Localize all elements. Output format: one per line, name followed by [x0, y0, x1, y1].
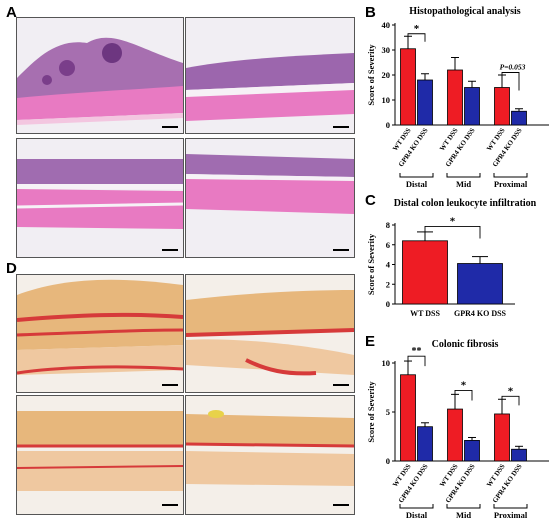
panel-label-d: D [6, 260, 17, 277]
bar [457, 263, 503, 305]
group-bracket [493, 173, 528, 178]
group-label: Distal [406, 179, 428, 189]
y-tick-label: 20 [382, 70, 391, 80]
chart-title: Distal colon leukocyte infiltration [394, 198, 537, 209]
y-tick-label: 0 [386, 120, 390, 130]
significance-bracket [407, 355, 426, 367]
bar [464, 87, 480, 126]
group-label: Mid [456, 510, 471, 520]
bar [447, 69, 463, 126]
group-bracket [399, 504, 434, 509]
y-tick-label: 0 [386, 456, 390, 466]
group-label: Proximal [494, 510, 528, 520]
significance-bracket [501, 395, 520, 406]
y-axis-label: Score of Severity [366, 233, 376, 295]
significance-bracket [454, 389, 473, 401]
scale-bar [162, 504, 178, 506]
leukocyte-chart: Distal colon leukocyte infiltration Score… [366, 198, 537, 318]
bar [511, 110, 527, 126]
significance-label: * [450, 215, 456, 227]
group-label: Proximal [494, 179, 528, 189]
group-label: Distal [406, 510, 428, 520]
panel-label-a: A [6, 4, 17, 21]
bar [417, 79, 433, 126]
bar [494, 87, 510, 126]
y-tick-label: 10 [382, 358, 391, 368]
y-tick-label: 0 [386, 299, 390, 309]
y-tick-label: 4 [386, 260, 391, 270]
bar [464, 440, 480, 462]
significance-label: * [461, 379, 467, 391]
y-tick-label: 30 [382, 45, 391, 55]
scale-bar [333, 249, 349, 251]
significance-label: * [414, 23, 420, 35]
group-bracket [446, 504, 481, 509]
bar [400, 48, 416, 126]
scale-bar [162, 384, 178, 386]
sirius-image-wt-1 [16, 274, 184, 393]
significance-label: * [508, 385, 514, 397]
y-tick-label: 10 [382, 95, 391, 105]
bar [511, 448, 527, 462]
bar [400, 374, 416, 462]
bar [494, 413, 510, 462]
chart-title: Colonic fibrosis [432, 339, 499, 350]
sirius-image-ko-2 [185, 395, 355, 515]
x-tick-label: GPR4 KO DSS [454, 309, 507, 318]
x-tick-label: WT DSS [410, 309, 440, 318]
y-axis-label: Score of Severity [366, 44, 376, 106]
significance-label: ** [412, 346, 422, 357]
y-tick-label: 6 [386, 240, 390, 250]
panel-label-c: C [365, 192, 376, 209]
scale-bar [162, 249, 178, 251]
group-bracket [446, 173, 481, 178]
scale-bar [333, 126, 349, 128]
p-value-label: P=0.053 [500, 63, 526, 72]
scale-bar [333, 384, 349, 386]
group-bracket [493, 504, 528, 509]
group-label: Mid [456, 179, 471, 189]
chart-title: Histopathological analysis [409, 6, 521, 17]
he-image-ko-1 [185, 17, 355, 134]
he-image-wt-1 [16, 17, 184, 134]
sirius-image-wt-2 [16, 395, 184, 515]
y-tick-label: 8 [386, 220, 390, 230]
significance-bracket [407, 33, 426, 42]
significance-bracket [424, 226, 481, 239]
scale-bar [162, 126, 178, 128]
he-image-wt-2 [16, 138, 184, 258]
histopathology-chart: Histopathological analysis Score of Sever… [366, 6, 549, 189]
y-tick-label: 5 [386, 407, 390, 417]
group-bracket [399, 173, 434, 178]
panel-label-e: E [365, 333, 376, 350]
scale-bar [333, 504, 349, 506]
y-tick-label: 2 [386, 279, 390, 289]
bar [417, 426, 433, 462]
y-axis-label: Score of Severity [366, 381, 376, 443]
bar [447, 408, 463, 462]
he-image-ko-2 [185, 138, 355, 258]
sirius-image-ko-1 [185, 274, 355, 393]
bar [402, 240, 448, 305]
significance-bracket [501, 72, 520, 91]
y-tick-label: 40 [382, 20, 391, 30]
panel-label-b: B [365, 4, 376, 21]
